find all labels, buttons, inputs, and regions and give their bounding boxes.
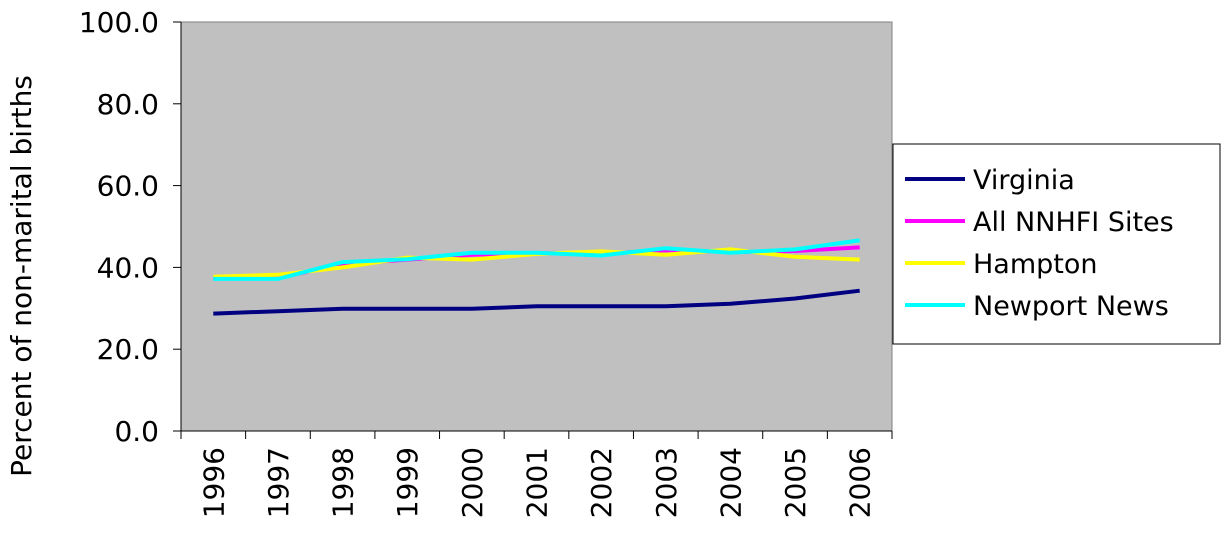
x-tick-label: 1998 xyxy=(327,447,360,518)
x-tick-label: 2006 xyxy=(844,447,877,518)
y-axis-label: Percent of non-marital births xyxy=(5,75,38,477)
y-tick-label: 100.0 xyxy=(79,6,159,39)
legend-label: Hampton xyxy=(973,249,1098,280)
x-tick-label: 1999 xyxy=(391,447,424,518)
x-tick-label: 2005 xyxy=(779,447,812,518)
y-axis: 0.0 20.0 40.0 60.0 80.0 100.0 xyxy=(79,6,182,448)
y-tick-label: 0.0 xyxy=(114,415,159,448)
y-tick-label: 80.0 xyxy=(97,88,159,121)
x-tick-label: 2002 xyxy=(585,447,618,518)
legend: Virginia All NNHFI Sites Hampton Newport Ne… xyxy=(892,143,1221,345)
y-tick-label: 20.0 xyxy=(97,333,159,366)
x-tick-label: 2003 xyxy=(650,447,683,518)
series-line-1 xyxy=(213,288,860,316)
legend-label: Newport News xyxy=(973,291,1169,322)
x-tick-label: 2004 xyxy=(714,447,747,518)
legend-label: All NNHFI Sites xyxy=(973,207,1174,238)
x-tick-label: 1996 xyxy=(197,447,230,518)
x-tick-label: 2000 xyxy=(456,447,489,518)
y-tick-label: 40.0 xyxy=(97,251,159,284)
plot-area xyxy=(180,21,893,432)
x-tick-label: 2001 xyxy=(521,447,554,518)
series-line-4 xyxy=(213,238,860,281)
x-tick-label: 1997 xyxy=(262,447,295,518)
series-lines xyxy=(213,238,860,316)
legend-label: Virginia xyxy=(973,165,1075,196)
y-tick-label: 60.0 xyxy=(97,170,159,203)
x-axis: 1996 1997 1998 1999 2000 2001 2002 2003 2004 2005… xyxy=(180,430,893,518)
